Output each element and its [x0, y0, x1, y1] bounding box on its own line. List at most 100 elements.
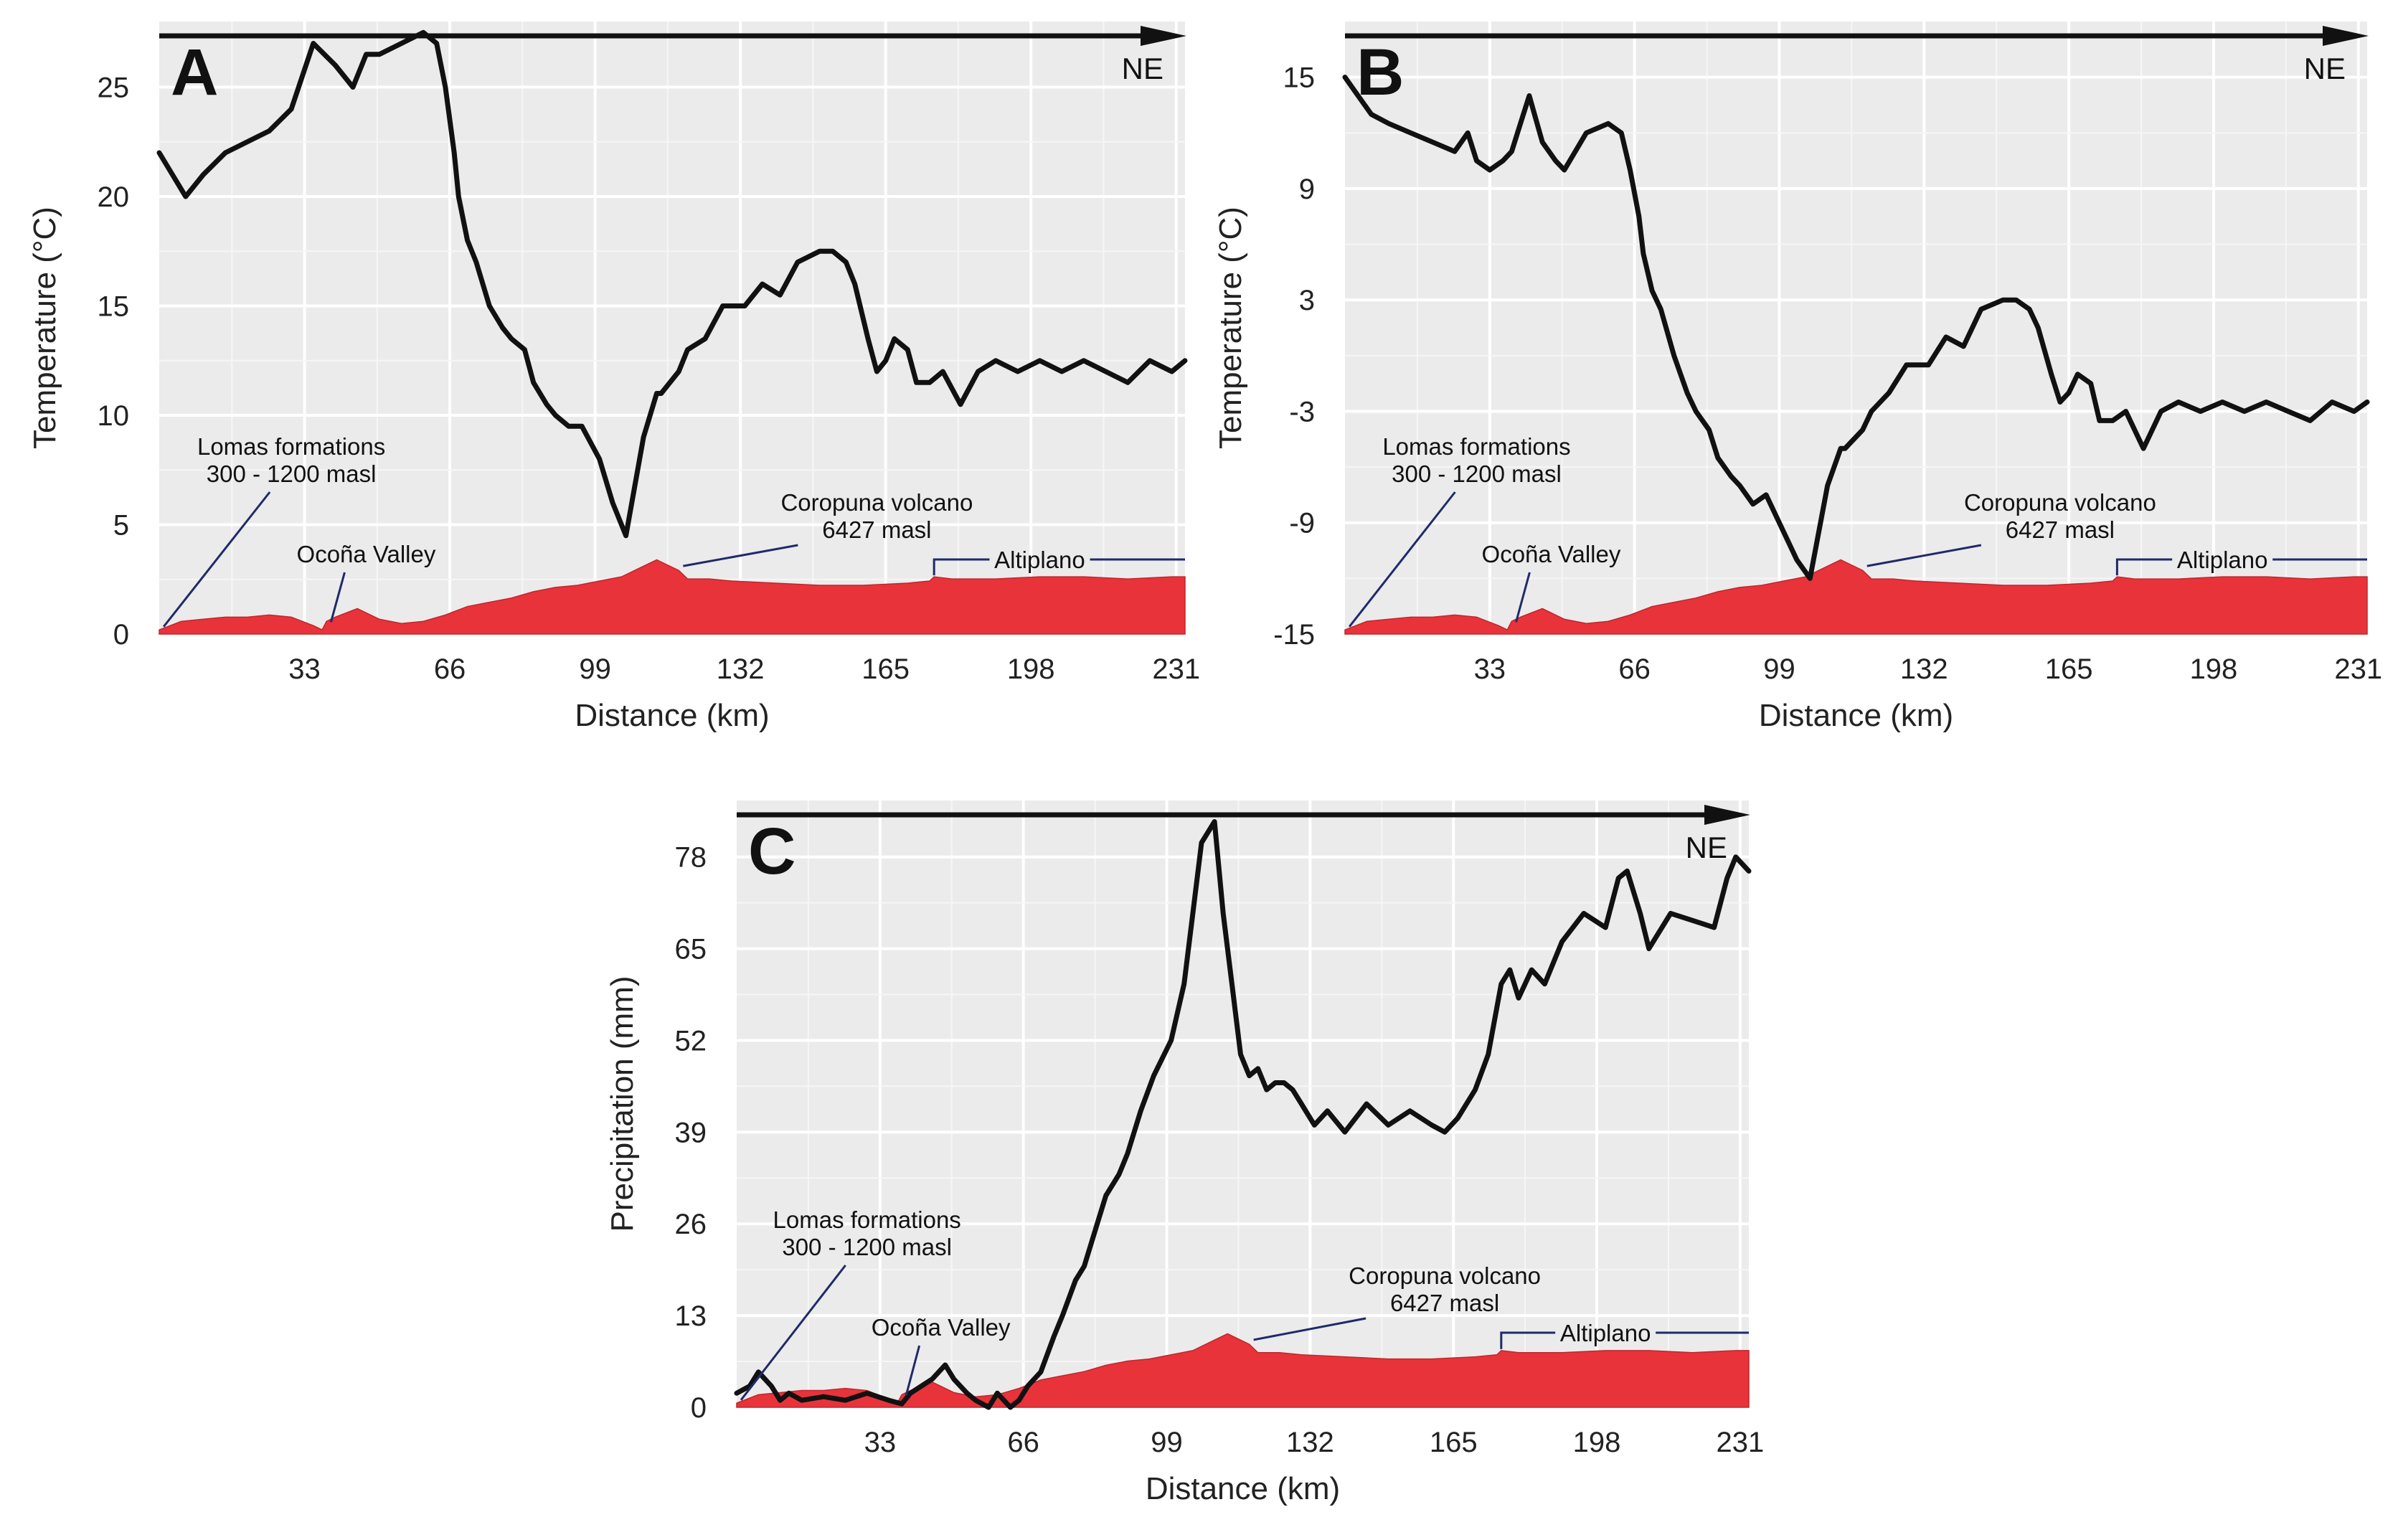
panel-letter: B — [1356, 36, 1404, 109]
y-tick-label: 10 — [98, 400, 130, 432]
y-tick-label: -9 — [1289, 508, 1315, 539]
x-tick-label: 165 — [2045, 653, 2093, 685]
annotation: Altiplano — [1500, 1320, 1749, 1349]
annotation-bracket — [2115, 558, 2173, 576]
y-axis-title: Temperature (°C) — [1213, 207, 1248, 449]
panel-c: NE C 33 66 99 132 165 198 231 0 13 26 39 52 65 78 Distan… — [605, 800, 1764, 1506]
panel-a: NE A 33 66 99 132 165 198 231 0 5 10 15 20 25 Distance … — [27, 22, 1200, 733]
annotation-leader — [1348, 491, 1456, 628]
plot-background — [159, 22, 1185, 634]
y-tick-label: -15 — [1273, 619, 1315, 651]
y-tick-label: 9 — [1299, 174, 1315, 205]
annotation: Altiplano — [933, 547, 1185, 576]
x-tick-label: 231 — [2334, 653, 2382, 685]
annotation: Altiplano — [2115, 547, 2367, 576]
y-tick-label: 13 — [675, 1300, 707, 1332]
y-tick-label: 52 — [675, 1025, 707, 1057]
x-tick-label: 198 — [1573, 1427, 1621, 1458]
data-line — [734, 819, 1752, 1410]
panel-b: NE B 33 66 99 132 165 198 231 -15 -9 -3 3 9 15 Distance… — [1213, 22, 2382, 733]
y-tick-label: 15 — [1283, 62, 1316, 94]
annotation-text: Ocoña Valley — [297, 541, 436, 567]
y-tick-label: 25 — [98, 72, 130, 104]
panel-letter: A — [171, 36, 218, 109]
x-tick-label: 132 — [717, 653, 765, 685]
direction-label: NE — [2304, 52, 2346, 85]
y-tick-label: -3 — [1289, 396, 1315, 427]
x-tick-label: 231 — [1717, 1427, 1765, 1458]
y-tick-label: 26 — [675, 1209, 707, 1240]
annotation: Ocoña Valley — [297, 541, 436, 623]
y-axis-title: Temperature (°C) — [27, 207, 62, 449]
x-axis-title: Distance (km) — [1146, 1471, 1340, 1506]
annotation-text: Altiplano — [1560, 1320, 1651, 1346]
annotation-text: 6427 masl — [2006, 516, 2115, 543]
annotation-bracket — [933, 558, 990, 576]
annotation-text: Coropuna volcano — [780, 489, 973, 516]
annotation-text: Coropuna volcano — [1349, 1262, 1541, 1289]
x-tick-label: 66 — [434, 653, 466, 685]
y-tick-label: 0 — [691, 1392, 707, 1424]
y-axis-title: Precipitation (mm) — [605, 976, 640, 1232]
x-tick-label: 33 — [288, 653, 321, 685]
annotation: Ocoña Valley — [1482, 541, 1621, 623]
x-tick-label: 33 — [864, 1427, 897, 1458]
panel-letter: C — [748, 815, 796, 888]
data-line — [156, 29, 1188, 539]
y-tick-label: 3 — [1299, 285, 1315, 316]
annotation-text: Altiplano — [994, 547, 1085, 573]
x-tick-label: 66 — [1007, 1427, 1039, 1458]
annotation-leader — [1515, 572, 1531, 623]
annotation-text: 300 - 1200 masl — [207, 460, 377, 487]
annotation-leader — [1253, 1317, 1366, 1341]
annotation-text: Ocoña Valley — [1482, 541, 1621, 567]
x-axis-title: Distance (km) — [1759, 698, 1953, 733]
direction-arrow-head — [1704, 805, 1750, 825]
x-tick-label: 132 — [1900, 653, 1948, 685]
annotation-text: Altiplano — [2177, 547, 2268, 573]
y-tick-label: 78 — [675, 842, 707, 874]
x-tick-label: 165 — [862, 653, 910, 685]
x-tick-label: 99 — [1763, 653, 1795, 685]
x-tick-label: 198 — [1007, 653, 1055, 685]
annotation-text: Lomas formations — [773, 1206, 961, 1233]
y-tick-label: 15 — [98, 291, 130, 323]
data-line — [1342, 75, 2370, 581]
x-tick-label: 66 — [1618, 653, 1651, 685]
x-tick-label: 33 — [1474, 653, 1506, 685]
plot-background — [737, 800, 1749, 1407]
x-tick-label: 165 — [1430, 1427, 1478, 1458]
y-tick-label: 65 — [675, 934, 707, 965]
annotation-leader — [683, 544, 798, 567]
x-tick-label: 99 — [1151, 1427, 1183, 1458]
y-tick-label: 0 — [113, 619, 129, 651]
annotation-text: Coropuna volcano — [1964, 489, 2156, 516]
annotation-text: 6427 masl — [822, 516, 931, 543]
x-axis-title: Distance (km) — [575, 698, 769, 733]
annotation-leader — [740, 1265, 846, 1401]
y-tick-label: 39 — [675, 1117, 707, 1148]
direction-arrow-head — [1141, 26, 1186, 46]
direction-arrow-head — [2323, 26, 2369, 46]
annotation-bracket — [1500, 1331, 1556, 1349]
annotation-text: 6427 masl — [1390, 1290, 1499, 1316]
direction-label: NE — [1686, 831, 1727, 864]
annotation-text: Lomas formations — [197, 433, 385, 460]
x-tick-label: 99 — [579, 653, 611, 685]
annotation-leader — [905, 1345, 921, 1396]
terrain-profile-area — [1344, 559, 2368, 635]
x-tick-label: 132 — [1286, 1427, 1334, 1458]
terrain-profile-area — [159, 559, 1186, 635]
x-tick-label: 231 — [1152, 653, 1200, 685]
annotation-leader — [329, 572, 346, 623]
annotation-leader — [1866, 544, 1982, 567]
annotation-leader — [162, 491, 271, 628]
plot-background — [1345, 22, 2367, 634]
y-tick-label: 20 — [98, 181, 130, 213]
